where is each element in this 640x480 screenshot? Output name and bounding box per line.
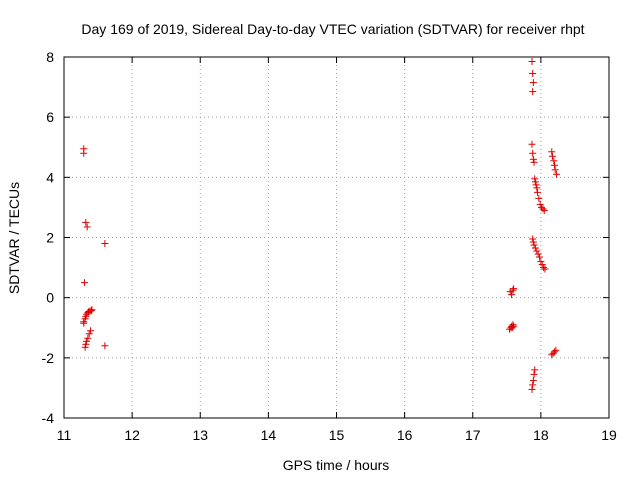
data-point bbox=[540, 264, 548, 272]
axis-ticks: 11 12 13 14 15 16 17 18 19 -4 -2 0 2 4 6 8 bbox=[42, 49, 617, 443]
data-point bbox=[509, 321, 517, 329]
data-point bbox=[87, 327, 95, 335]
data-point bbox=[80, 149, 88, 157]
data-point bbox=[508, 324, 516, 332]
data-point bbox=[538, 261, 546, 269]
x-tick-label: 19 bbox=[601, 427, 617, 443]
x-tick-label: 12 bbox=[124, 427, 140, 443]
data-point bbox=[530, 370, 538, 378]
data-point bbox=[529, 238, 537, 246]
data-point bbox=[529, 79, 537, 87]
y-tick-label: -4 bbox=[42, 410, 55, 426]
data-point bbox=[531, 366, 539, 374]
data-point bbox=[87, 307, 95, 315]
y-tick-label: 6 bbox=[46, 109, 54, 125]
data-point bbox=[80, 318, 88, 326]
y-tick-label: 0 bbox=[46, 290, 54, 306]
x-tick-label: 13 bbox=[192, 427, 208, 443]
data-point bbox=[510, 322, 518, 330]
grid-lines bbox=[64, 57, 609, 418]
data-point bbox=[509, 286, 517, 294]
data-point bbox=[88, 306, 96, 314]
data-point bbox=[537, 258, 545, 266]
data-point bbox=[536, 200, 544, 208]
y-axis-label: SDTVAR / TECUs bbox=[6, 182, 22, 294]
data-point bbox=[552, 346, 560, 354]
data-point bbox=[533, 247, 541, 255]
data-point bbox=[536, 253, 544, 261]
data-point bbox=[528, 385, 536, 393]
data-point bbox=[533, 184, 541, 192]
y-tick-label: 8 bbox=[46, 49, 54, 65]
data-point bbox=[529, 155, 537, 163]
data-point bbox=[530, 158, 538, 166]
data-point bbox=[85, 330, 93, 338]
y-tick-label: -2 bbox=[42, 350, 55, 366]
data-point bbox=[531, 178, 539, 186]
data-point bbox=[529, 149, 537, 157]
data-point bbox=[533, 188, 541, 196]
data-point bbox=[551, 166, 559, 174]
data-point bbox=[82, 340, 90, 348]
data-point bbox=[534, 250, 542, 258]
x-tick-label: 16 bbox=[397, 427, 413, 443]
data-point bbox=[529, 376, 537, 384]
x-tick-label: 14 bbox=[261, 427, 277, 443]
data-point bbox=[510, 285, 518, 293]
data-point bbox=[532, 181, 540, 189]
data-point bbox=[548, 152, 556, 160]
data-point bbox=[541, 265, 549, 273]
data-point bbox=[82, 218, 90, 226]
plot-frame bbox=[63, 56, 610, 419]
data-point bbox=[531, 244, 539, 252]
data-point bbox=[548, 148, 556, 156]
data-point bbox=[531, 175, 539, 183]
x-tick-label: 11 bbox=[57, 427, 72, 443]
data-point bbox=[82, 337, 90, 345]
data-point bbox=[80, 279, 88, 287]
data-point bbox=[539, 205, 547, 213]
y-tick-label: 2 bbox=[46, 230, 54, 246]
data-point bbox=[101, 342, 109, 350]
y-tick-label: 4 bbox=[46, 169, 54, 185]
data-point bbox=[508, 291, 516, 299]
data-point bbox=[529, 381, 537, 389]
data-points bbox=[80, 58, 561, 393]
data-point bbox=[528, 58, 536, 66]
data-point bbox=[84, 334, 92, 342]
data-point bbox=[529, 70, 537, 78]
data-point bbox=[83, 223, 91, 231]
data-point bbox=[553, 170, 561, 178]
data-point bbox=[530, 241, 538, 249]
x-axis-label: GPS time / hours bbox=[283, 457, 390, 473]
data-point bbox=[529, 88, 537, 96]
data-point bbox=[540, 206, 548, 214]
data-point bbox=[551, 161, 558, 169]
data-point bbox=[551, 348, 558, 356]
data-point bbox=[81, 343, 89, 351]
data-point bbox=[550, 157, 558, 165]
x-tick-label: 18 bbox=[533, 427, 549, 443]
data-point bbox=[528, 140, 536, 148]
x-tick-label: 17 bbox=[465, 427, 481, 443]
data-point bbox=[529, 235, 537, 243]
data-point bbox=[101, 240, 109, 248]
chart-title: Day 169 of 2019, Sidereal Day-to-day VTE… bbox=[81, 21, 584, 37]
x-tick-label: 15 bbox=[329, 427, 345, 443]
data-point bbox=[535, 194, 543, 202]
